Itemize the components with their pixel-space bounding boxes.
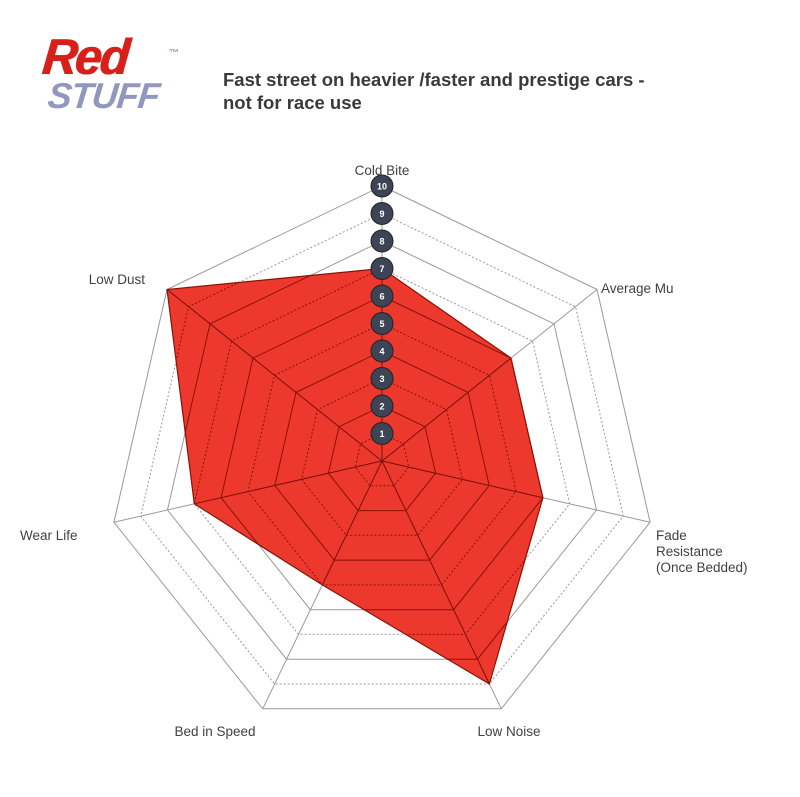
svg-text:5: 5 <box>379 319 384 329</box>
svg-text:3: 3 <box>379 374 384 384</box>
svg-text:8: 8 <box>379 236 384 246</box>
svg-text:2: 2 <box>379 401 384 411</box>
svg-text:7: 7 <box>379 264 384 274</box>
svg-text:10: 10 <box>377 181 387 191</box>
svg-text:9: 9 <box>379 209 384 219</box>
svg-text:6: 6 <box>379 291 384 301</box>
svg-text:1: 1 <box>379 429 384 439</box>
svg-text:4: 4 <box>379 346 384 356</box>
